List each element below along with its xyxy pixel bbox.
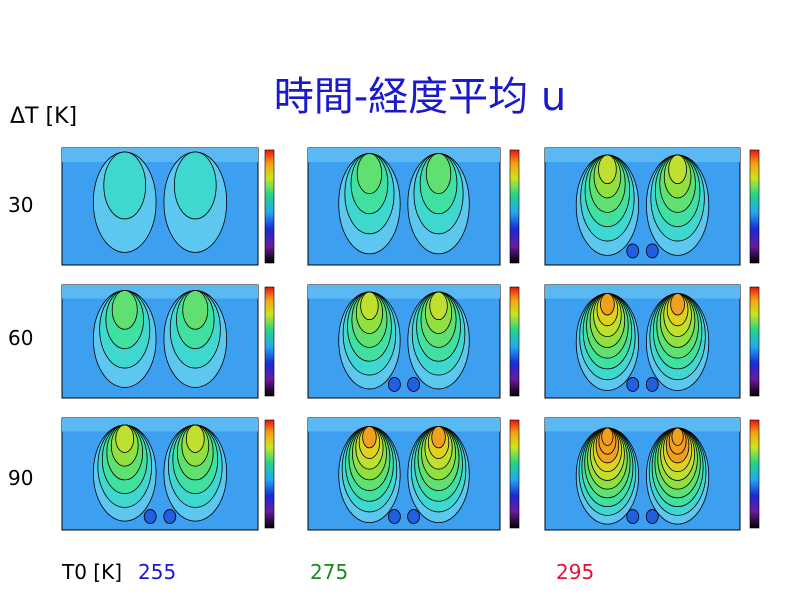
contour: [407, 509, 421, 524]
contour-panel: [307, 284, 501, 399]
contour: [645, 509, 659, 524]
panel-top-band: [545, 285, 740, 299]
column-axis-label: T0 [K]: [62, 560, 123, 584]
panel-top-band: [545, 418, 740, 432]
contour: [111, 290, 138, 330]
colorbar: [509, 286, 520, 397]
colorbar: [264, 286, 275, 397]
contour: [182, 290, 209, 330]
panel-top-band: [62, 285, 258, 299]
colorbar: [509, 419, 520, 529]
contour: [425, 153, 452, 195]
contour: [626, 377, 640, 392]
colorbar: [264, 149, 275, 264]
contour: [143, 509, 157, 524]
colorbar: [264, 419, 275, 529]
contour: [598, 154, 617, 185]
contour: [429, 291, 448, 321]
contour: [356, 153, 383, 195]
colorbar: [749, 149, 760, 264]
contour: [103, 151, 147, 220]
contour: [362, 426, 377, 449]
contour: [185, 424, 205, 453]
contour-panel: [544, 417, 741, 531]
contour-panel: [544, 284, 741, 399]
row-axis-label: ΔT [K]: [10, 104, 78, 129]
contour: [387, 377, 401, 392]
contour: [387, 509, 401, 524]
contour: [668, 154, 687, 185]
colorbar: [749, 419, 760, 529]
panel-top-band: [62, 418, 258, 432]
contour: [163, 509, 177, 524]
contour: [670, 293, 685, 316]
contour: [601, 427, 614, 446]
column-label: 295: [556, 560, 595, 584]
column-label: 275: [310, 560, 349, 584]
contour-panel: [307, 147, 501, 266]
contour-panel: [61, 284, 259, 399]
column-label: 255: [138, 560, 177, 584]
colorbar: [509, 149, 520, 264]
row-label: 60: [8, 326, 34, 350]
contour: [645, 243, 659, 259]
panel-top-band: [62, 148, 258, 163]
contour-panel: [307, 417, 501, 531]
row-label: 30: [8, 193, 34, 217]
contour: [431, 426, 446, 449]
contour: [360, 291, 379, 321]
contour: [626, 243, 640, 259]
contour: [626, 509, 640, 524]
panel-top-band: [308, 285, 500, 299]
contour: [407, 377, 421, 392]
contour: [671, 427, 684, 446]
row-label: 90: [8, 466, 34, 490]
panel-top-band: [308, 418, 500, 432]
contour: [600, 293, 615, 316]
panel-top-band: [545, 148, 740, 163]
contour: [173, 151, 217, 220]
contour-panel: [61, 147, 259, 266]
contour-panel: [61, 417, 259, 531]
panel-top-band: [308, 148, 500, 163]
contour-panel: [544, 147, 741, 266]
contour: [115, 424, 135, 453]
slide-title: 時間-経度平均 u: [273, 74, 567, 120]
colorbar: [749, 286, 760, 397]
contour: [645, 377, 659, 392]
